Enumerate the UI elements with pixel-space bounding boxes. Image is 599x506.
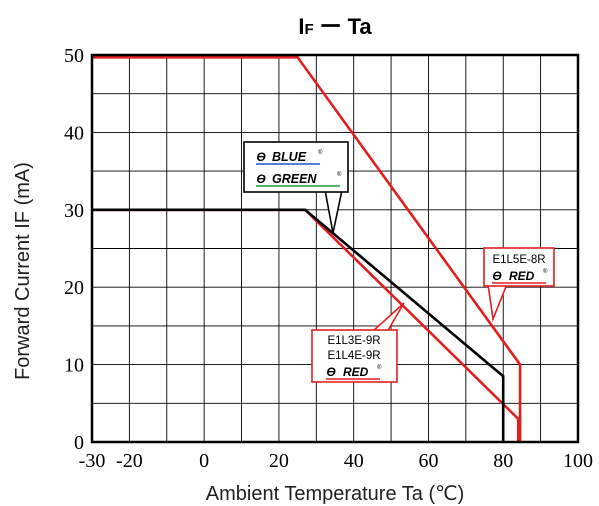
y-tick-label: 0 — [74, 432, 84, 454]
x-tick-label: 0 — [199, 450, 209, 472]
label-blue: BLUE — [272, 150, 307, 164]
x-tick-label: -20 — [116, 450, 143, 472]
x-tick-label: 20 — [269, 450, 289, 472]
annotation-e1l5e: E1L5E-8R Ɵ RED ® — [483, 247, 555, 323]
series-group — [92, 55, 522, 442]
y-tick-label: 30 — [64, 200, 84, 222]
x-tick-label: 60 — [418, 450, 438, 472]
y-tick-label: 10 — [64, 355, 84, 377]
logo-icon: Ɵ — [492, 269, 502, 283]
annotation-blue-green: Ɵ BLUE ® Ɵ GREEN ® — [243, 141, 349, 234]
logo-icon: Ɵ — [326, 365, 336, 379]
registered-mark: ® — [337, 171, 342, 178]
logo-icon: Ɵ — [256, 172, 266, 186]
logo-icon: Ɵ — [256, 150, 266, 164]
annotation-e1l3e: E1L3E-9R E1L4E-9R Ɵ RED ® — [311, 302, 405, 383]
label-red-1: RED — [509, 269, 535, 283]
x-tick-label: 80 — [493, 450, 513, 472]
registered-mark: ® — [377, 364, 382, 371]
series-line-1 — [92, 55, 522, 442]
callout-blue-green — [324, 189, 343, 234]
y-axis-label: Forward Current IF (mA) — [12, 162, 34, 380]
annotation-box-e1l3e — [311, 329, 398, 383]
label-green: GREEN — [272, 172, 317, 186]
callout-e1l3e — [369, 302, 405, 333]
title-i: I — [298, 14, 304, 39]
y-tick-label: 20 — [64, 277, 84, 299]
label-e1l4e-9r: E1L4E-9R — [327, 350, 380, 362]
y-tick-label: 40 — [64, 122, 84, 144]
annotation-box-e1l5e — [483, 247, 555, 287]
label-red-2: RED — [343, 365, 369, 379]
chart-title: IF ー Ta — [298, 14, 372, 39]
title-ta: Ta — [348, 14, 373, 39]
x-tick-label: -30 — [79, 450, 106, 472]
tick-labels: 0 10 20 30 40 50 -30 -20 0 20 40 60 80 100 — [64, 45, 593, 472]
label-e1l3e-9r: E1L3E-9R — [327, 335, 380, 347]
label-e1l5e-8r: E1L5E-8R — [492, 254, 545, 266]
y-tick-label: 50 — [64, 45, 84, 67]
x-tick-label: 100 — [563, 450, 593, 472]
callout-e1l5e — [487, 283, 509, 323]
title-subscript-f: F — [304, 21, 313, 38]
registered-mark: ® — [543, 268, 548, 275]
x-axis-label: Ambient Temperature Ta (℃) — [206, 483, 465, 505]
title-dash: ー — [320, 14, 342, 39]
registered-mark: ® — [318, 149, 323, 156]
annotation-box-blue-green — [243, 141, 349, 193]
series-line-3 — [92, 208, 505, 442]
x-tick-label: 40 — [344, 450, 364, 472]
plot-frame — [90, 53, 580, 444]
